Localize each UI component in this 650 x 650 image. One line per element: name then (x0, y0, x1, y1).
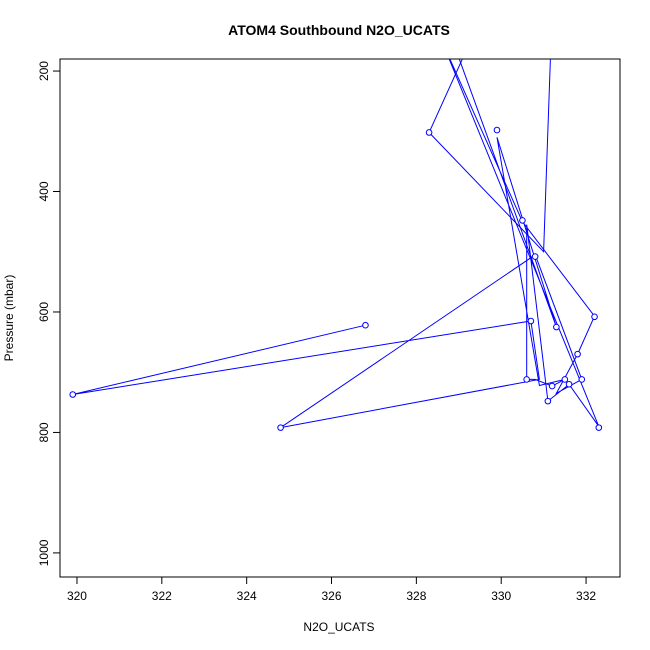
y-tick-label: 200 (37, 61, 51, 81)
data-point (69, 391, 77, 398)
y-axis: 200 400 600 800 1000 (37, 61, 60, 566)
y-tick-label: 1000 (37, 539, 51, 566)
data-point (527, 317, 535, 325)
x-axis-label: N2O_UCATS (303, 620, 374, 634)
data-point (362, 321, 369, 329)
data-point (425, 129, 433, 136)
x-tick-label: 320 (67, 589, 87, 603)
data-point (523, 376, 530, 383)
x-tick-label: 322 (152, 589, 172, 603)
x-tick-label: 326 (321, 589, 341, 603)
y-tick-label: 600 (37, 302, 51, 322)
data-point (519, 217, 526, 224)
data-point (548, 382, 556, 390)
series-line (428, 59, 463, 133)
data-point (544, 397, 552, 405)
data-point (595, 424, 603, 431)
data-point (493, 126, 501, 134)
y-tick-label: 400 (37, 181, 51, 201)
plot-frame (59, 58, 621, 578)
data-point (565, 380, 573, 388)
x-tick-label: 330 (491, 589, 511, 603)
x-tick-label: 332 (576, 589, 596, 603)
data-point (531, 253, 539, 260)
x-axis: 320 322 324 326 328 330 332 (67, 577, 596, 603)
data-point (553, 323, 560, 331)
data-point (277, 424, 284, 431)
series-line (72, 59, 600, 429)
y-tick-label: 800 (37, 422, 51, 442)
marker-layer (69, 126, 603, 431)
x-tick-label: 324 (237, 589, 257, 603)
series-line (428, 59, 551, 253)
data-point (574, 350, 581, 358)
series-layer (72, 59, 600, 429)
chart-title: ATOM4 Southbound N2O_UCATS (228, 22, 450, 38)
data-point (578, 376, 586, 383)
data-point (591, 313, 598, 321)
y-axis-label: Pressure (mbar) (2, 275, 16, 362)
data-point (561, 376, 569, 383)
x-tick-label: 328 (406, 589, 426, 603)
